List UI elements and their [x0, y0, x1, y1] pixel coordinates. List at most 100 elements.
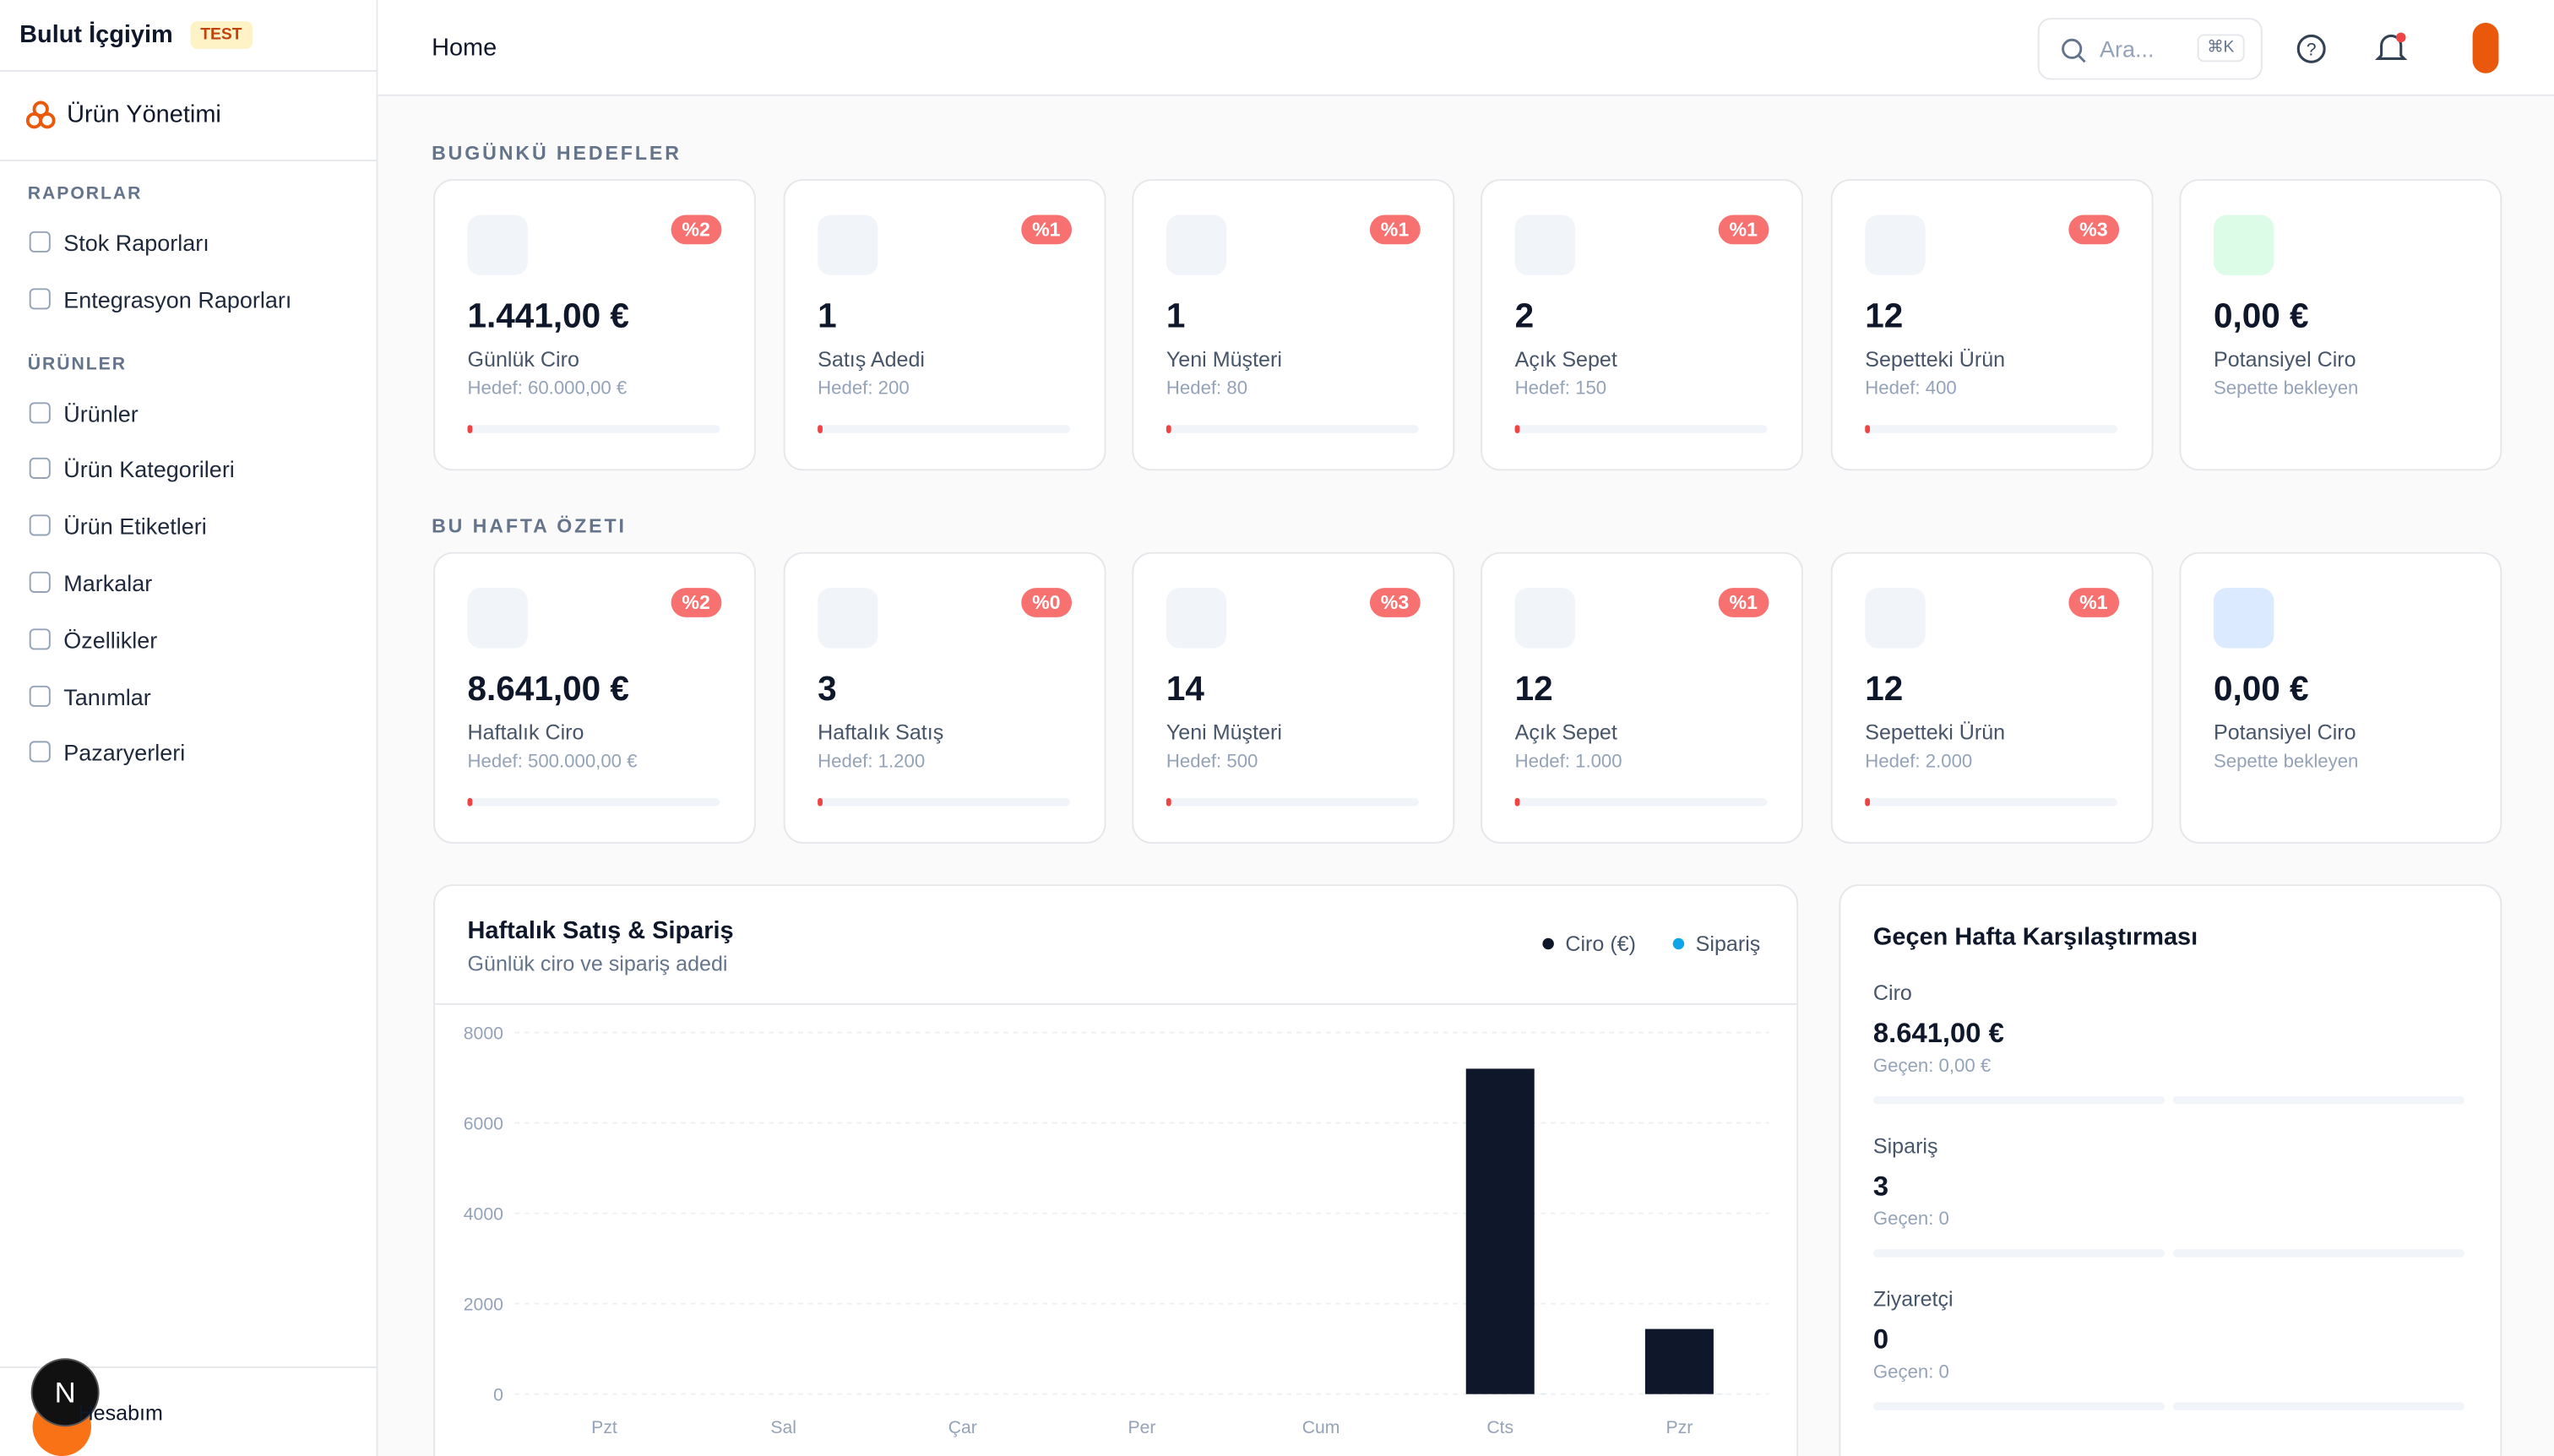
compare-previous: Geçen: 0 [1872, 1209, 1949, 1230]
x-tick-label: Cum [1302, 1418, 1340, 1437]
nav-icon [29, 571, 51, 593]
sidebar: Bulut İçgiyim TEST Ürün Yönetimi N Hesab… [0, 0, 378, 1456]
progress-fill [818, 425, 823, 433]
page-title: Home [432, 34, 497, 62]
nav-icon [29, 287, 51, 310]
kpi-card: %2 1.441,00 € Günlük Ciro Hedef: 60.000,00 … [433, 179, 756, 471]
kpi-card: %3 12 Sepetteki Ürün Hedef: 400 [1830, 179, 2154, 471]
x-tick-label: Pzr [1666, 1418, 1693, 1437]
kpi-label: Açık Sepet [1514, 720, 1617, 745]
kpi-label: Yeni Müşteri [1166, 346, 1282, 372]
kpi-icon [818, 588, 878, 649]
y-tick-label: 0 [493, 1385, 503, 1404]
kpi-label: Potansiyel Ciro [2213, 720, 2356, 745]
notification-icon[interactable] [2373, 31, 2409, 67]
kpi-icon [1166, 215, 1227, 275]
x-tick-label: Cts [1486, 1418, 1513, 1437]
brand[interactable]: Bulut İçgiyim [19, 21, 173, 49]
kpi-badge: %3 [1369, 588, 1421, 617]
nav-section: ÜRÜNLER [27, 354, 128, 374]
nav-item[interactable]: Ürün Etiketleri [63, 513, 207, 540]
kpi-card: %3 14 Yeni Müşteri Hedef: 500 [1132, 551, 1455, 844]
kpi-label: Satış Adedi [818, 346, 926, 372]
progress-fill [1865, 797, 1871, 807]
kpi-badge: %2 [670, 215, 722, 245]
compare-bar [2172, 1249, 2464, 1258]
kpi-card: 0,00 € Potansiyel Ciro Sepette bekleyen [2179, 179, 2502, 471]
nav-item[interactable]: Stok Raporları [63, 229, 209, 256]
progress [1865, 797, 2118, 807]
progress-fill [467, 425, 473, 433]
kpi-sub: Hedef: 2.000 [1865, 752, 1973, 773]
kpi-label: Haftalık Ciro [467, 720, 584, 745]
chart-card: Haftalık Satış & Sipariş Günlük ciro ve … [433, 884, 1799, 1456]
compare-bar [1872, 1402, 2165, 1410]
y-tick-label: 2000 [464, 1295, 503, 1314]
compare-previous: Geçen: 0 [1872, 1363, 1949, 1383]
compare-previous: Geçen: 0,00 € [1872, 1057, 1992, 1077]
kpi-icon [1865, 588, 1926, 649]
nav-item[interactable]: Özellikler [63, 627, 158, 653]
kpi-badge: %2 [670, 588, 722, 617]
kpi-sub: Hedef: 60.000,00 € [467, 379, 628, 399]
nav-item[interactable]: Markalar [63, 569, 153, 596]
nav-section: RAPORLAR [27, 183, 143, 204]
kpi-value: 3 [818, 671, 837, 709]
kpi-sub: Hedef: 400 [1865, 379, 1957, 399]
kpi-icon [1166, 588, 1227, 649]
progress [467, 797, 720, 807]
chart-subtitle: Günlük ciro ve sipariş adedi [467, 951, 728, 976]
kpi-value: 0,00 € [2213, 297, 2309, 336]
kpi-label: Potansiyel Ciro [2213, 346, 2356, 372]
help-icon[interactable]: ? [2295, 33, 2328, 66]
compare-value: 0 [1872, 1323, 1889, 1355]
nav-icon [29, 514, 51, 536]
kpi-sub: Hedef: 150 [1514, 379, 1607, 399]
nav-icon [29, 627, 51, 650]
search[interactable]: Ara... ⌘K [2037, 18, 2263, 80]
module-switch[interactable]: Ürün Yönetimi [67, 101, 221, 129]
compare-label: Ciro [1872, 980, 1912, 1005]
module-icon [25, 101, 56, 129]
x-tick-label: Sal [770, 1418, 796, 1437]
nav-item[interactable]: Tanımlar [63, 683, 151, 709]
section-title: BU HAFTA ÖZETI [432, 514, 627, 538]
kpi-icon [2213, 588, 2274, 649]
compare-bar [2172, 1402, 2464, 1410]
kpi-sub: Hedef: 80 [1166, 379, 1248, 399]
kpi-icon [1865, 215, 1926, 275]
nav-item[interactable]: Entegrasyon Raporları [63, 286, 292, 312]
shortcut: ⌘K [2197, 34, 2244, 62]
kpi-badge: %0 [1020, 588, 1073, 617]
dev-badge[interactable]: N [30, 1358, 100, 1427]
kpi-badge: %3 [2068, 215, 2120, 245]
progress-fill [818, 797, 823, 807]
kpi-card: %1 1 Satış Adedi Hedef: 200 [783, 179, 1106, 471]
kpi-value: 12 [1865, 297, 1904, 336]
kpi-card: 0,00 € Potansiyel Ciro Sepette bekleyen [2179, 551, 2502, 844]
progress [1514, 797, 1768, 807]
legend-label: Ciro (€) [1565, 932, 1636, 956]
kpi-icon [1514, 588, 1575, 649]
kpi-badge: %1 [2068, 588, 2120, 617]
kpi-label: Sepetteki Ürün [1865, 346, 2006, 372]
header: Home Ara... ⌘K ? [378, 0, 2554, 96]
kpi-sub: Hedef: 500.000,00 € [467, 752, 638, 773]
kpi-card: %1 1 Yeni Müşteri Hedef: 80 [1132, 179, 1455, 471]
nav-item[interactable]: Ürün Kategorileri [63, 456, 235, 483]
kpi-icon [1514, 215, 1575, 275]
kpi-value: 12 [1865, 671, 1904, 709]
account[interactable]: Hesabım [78, 1400, 163, 1426]
avatar[interactable] [2472, 22, 2499, 73]
section-title: BUGÜNKÜ HEDEFLER [432, 141, 682, 165]
legend-dot [1542, 937, 1554, 950]
compare-value: 3 [1872, 1171, 1889, 1203]
nav-item[interactable]: Pazaryerleri [63, 740, 186, 767]
nav-icon [29, 458, 51, 480]
kpi-card: %2 8.641,00 € Haftalık Ciro Hedef: 500.000,… [433, 551, 756, 844]
kpi-value: 1.441,00 € [467, 297, 629, 336]
kpi-value: 1 [818, 297, 837, 336]
progress-fill [1514, 425, 1520, 433]
nav-item[interactable]: Ürünler [63, 399, 139, 426]
progress-fill [1166, 425, 1171, 433]
